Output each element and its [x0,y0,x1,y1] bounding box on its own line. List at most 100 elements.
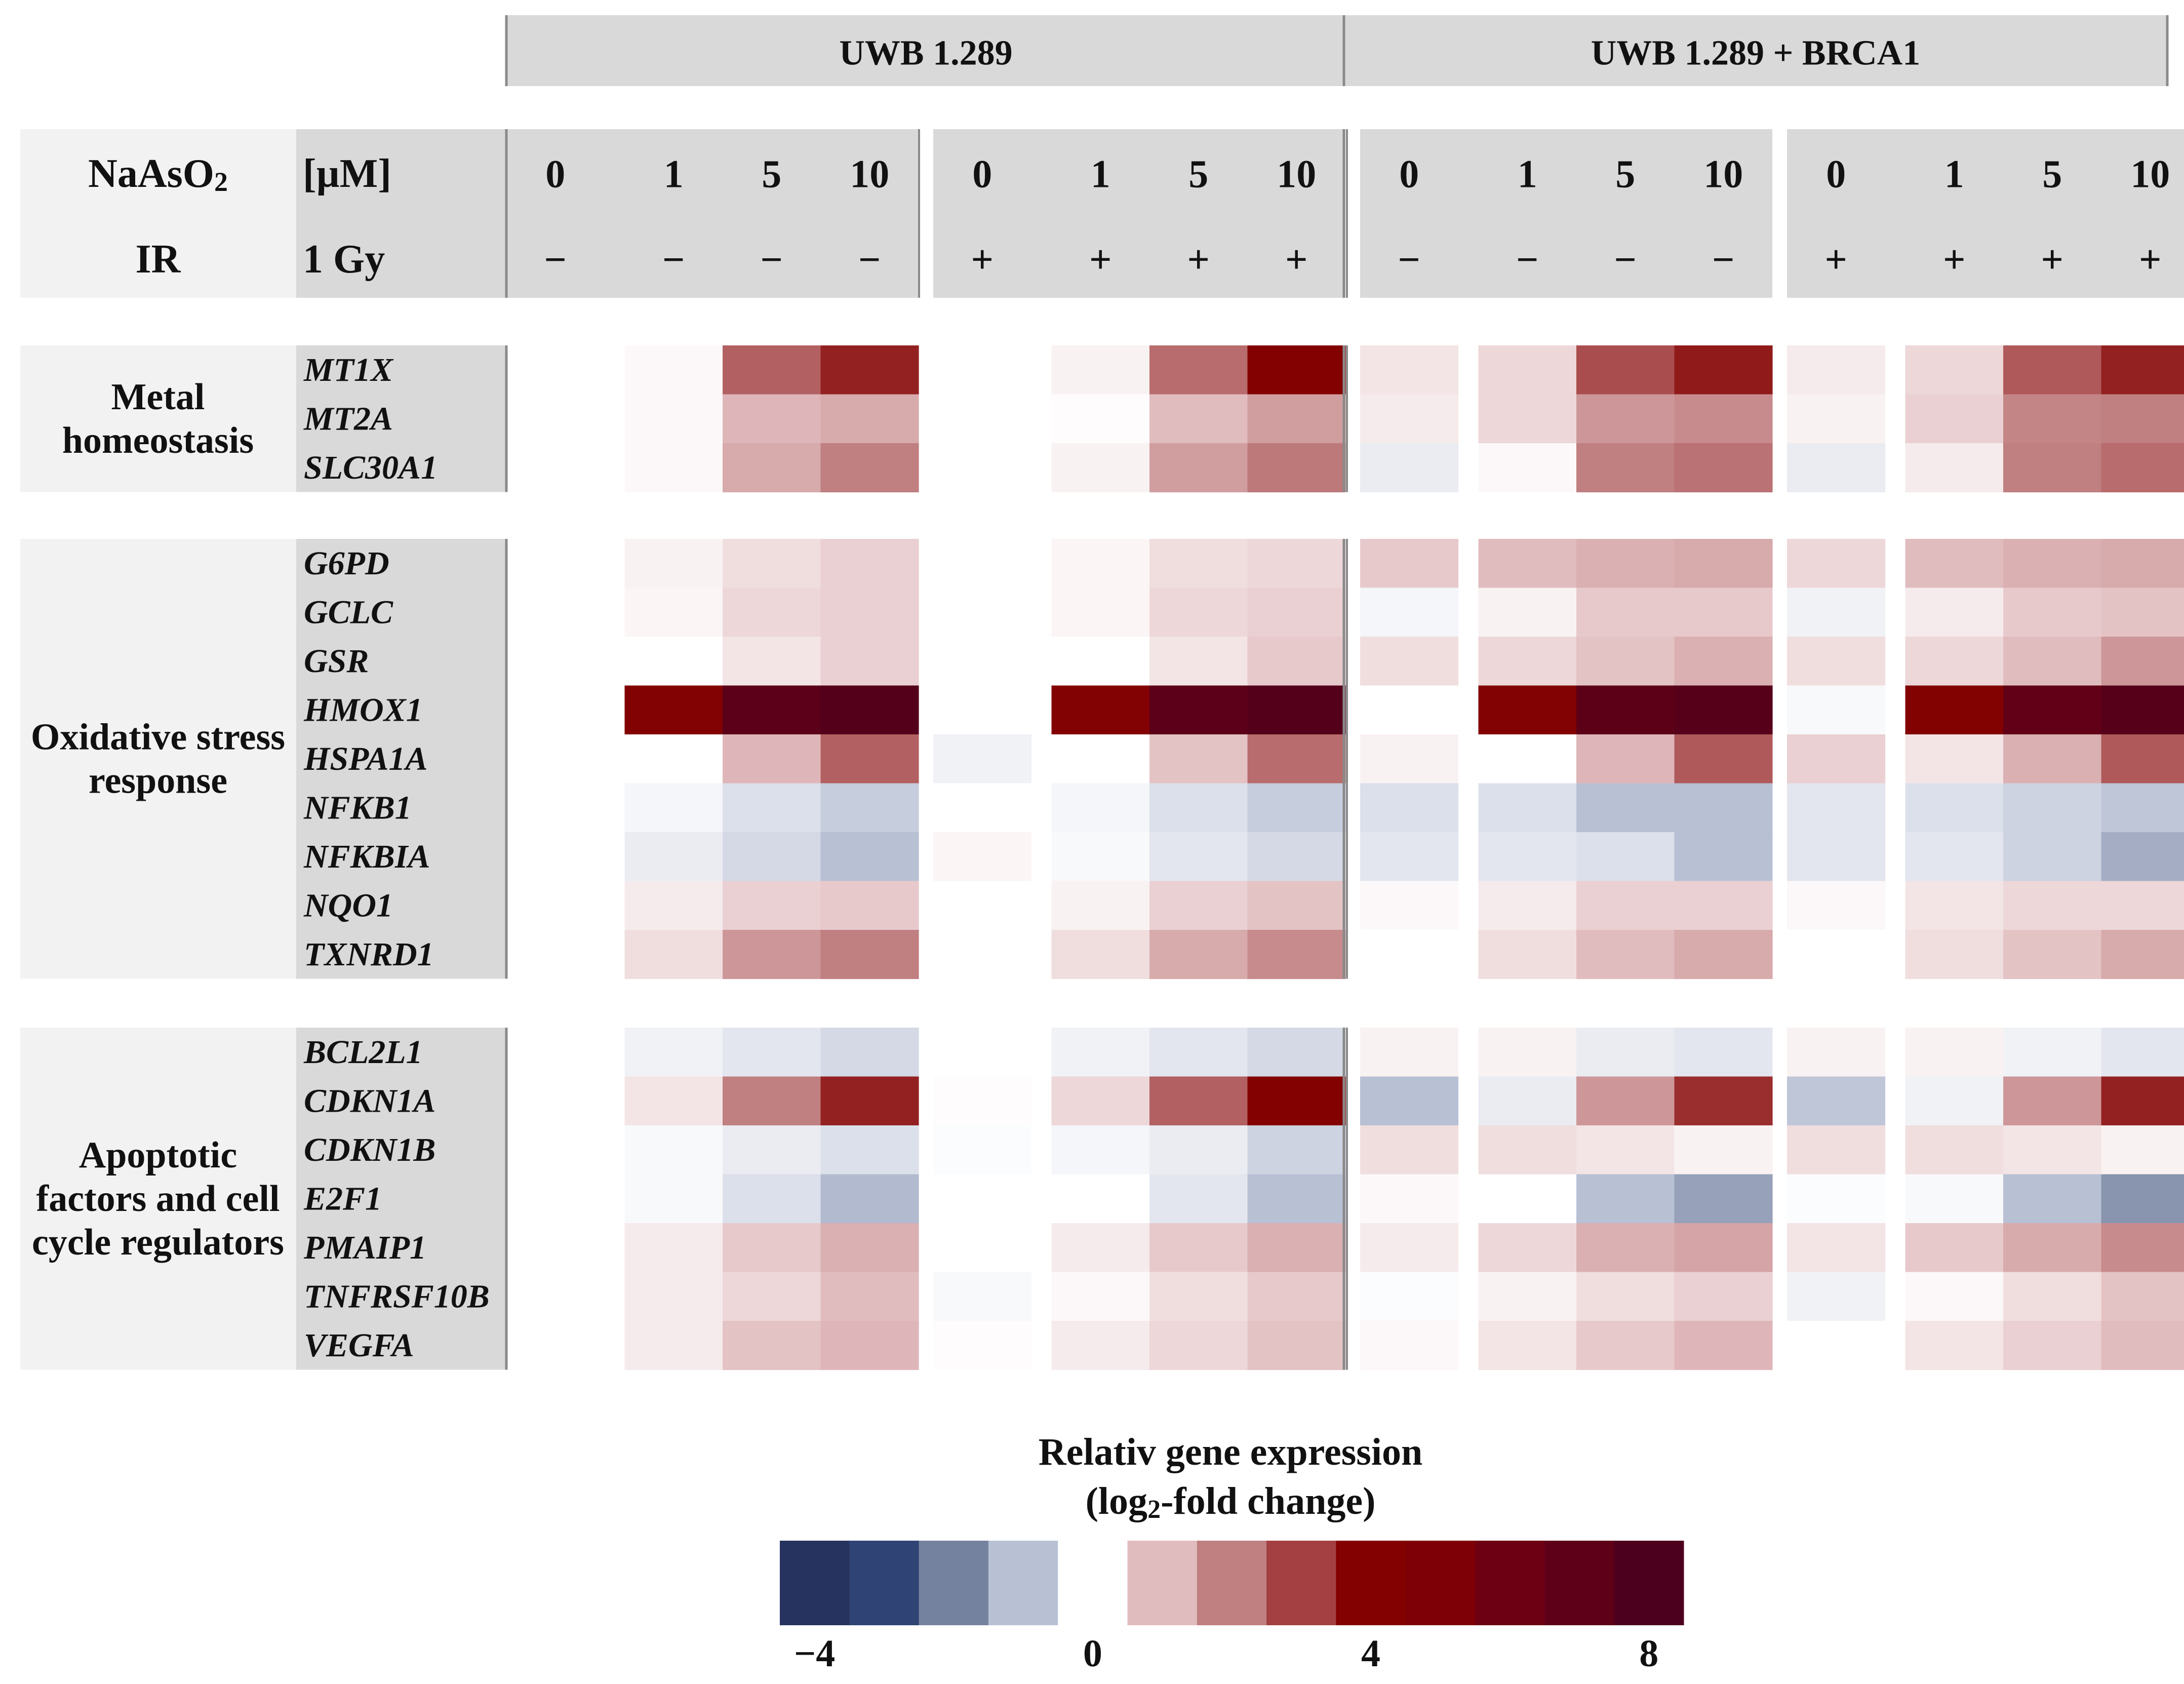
heatmap-cell [1360,1272,1459,1321]
heatmap-cell [506,1076,605,1126]
concentration-label: 10 [2130,152,2170,196]
heatmap-cell [933,588,1032,637]
gene-label: TXNRD1 [304,936,434,973]
heatmap-cell [820,1272,919,1321]
heatmap-cell [1787,345,1886,395]
concentration-label: 10 [850,152,889,196]
heatmap-cell [1674,930,1773,980]
heatmap-cell [723,930,821,980]
heatmap-cell [1149,1272,1248,1321]
heatmap-cell [1478,539,1577,589]
heatmap-cell [933,443,1032,493]
heatmap-cell [2101,1223,2184,1273]
heatmap-cell [820,881,919,930]
heatmap-cell [506,1125,605,1175]
heatmap-cell [1478,685,1577,735]
gene-label: NFKB1 [303,789,412,826]
cell-line-label: UWB 1.289 + BRCA1 [1591,34,1920,73]
colorbar-swatch [1266,1541,1336,1625]
irradiation-label: IR [136,237,181,282]
heatmap-cell [1478,637,1577,686]
heatmap-cell [1149,637,1248,686]
colorbar-swatch [1614,1541,1684,1625]
gene-label: HMOX1 [303,691,423,728]
heatmap-cell [1149,1223,1248,1273]
colorbar-tick-label: 8 [1639,1632,1658,1675]
heatmap-cell [1787,832,1886,882]
heatmap-cell [1787,1076,1886,1126]
gene-label: CDKN1B [304,1131,435,1168]
heatmap-cell [506,394,605,444]
heatmap-cell [1576,1321,1675,1370]
heatmap-cell [820,685,919,735]
heatmap-cell [723,1174,821,1224]
heatmap-cell [2101,1125,2184,1175]
colorbar-swatch [919,1541,989,1625]
gene-label: VEGFA [304,1327,414,1364]
heatmap-cell [2003,734,2102,784]
treatment-header-label-bg [20,129,296,298]
heatmap-cell [820,783,919,833]
heatmap-cell [1360,443,1459,493]
heatmap-cell [1051,1321,1150,1370]
heatmap-cell [1149,588,1248,637]
heatmap-cell [1478,394,1577,444]
heatmap-cell [820,832,919,882]
concentration-label: 5 [762,152,781,196]
gene-group-label-bg [20,345,296,492]
heatmap-cell [1674,832,1773,882]
heatmap-cell [1674,345,1773,395]
concentration-label: 1 [1944,152,1964,196]
heatmap-cell [1478,881,1577,930]
heatmap-cell [1149,394,1248,444]
heatmap-cell [1905,832,2004,882]
gene-group-name: Apoptotic [79,1134,237,1176]
heatmap-cell [933,1028,1032,1077]
heatmap-cell [820,1028,919,1077]
heatmap-cell [624,1321,723,1370]
heatmap-cell [1674,588,1773,637]
heatmap-cell [1674,394,1773,444]
heatmap-cell [506,1028,605,1077]
heatmap-cell [723,588,821,637]
heatmap-cell [1149,685,1248,735]
heatmap-cell [1051,685,1150,735]
ir-sign-label: − [1398,238,1420,282]
heatmap-cell [1360,1076,1459,1126]
gene-group-name: cycle regulators [32,1222,284,1263]
heatmap-cell [624,881,723,930]
heatmap-cell [1051,443,1150,493]
heatmap-cell [1051,930,1150,980]
heatmap-cell [2003,588,2102,637]
heatmap-cell [1478,1076,1577,1126]
heatmap-cell [1051,734,1150,784]
heatmap-cell [1247,345,1346,395]
treatment-label: NaAsO2 [88,151,228,197]
heatmap-cell [933,734,1032,784]
heatmap-cell [1905,1125,2004,1175]
heatmap-cell [1247,685,1346,735]
heatmap-cell [933,832,1032,882]
ir-sign-label: + [2041,238,2063,282]
heatmap-cell [1905,539,2004,589]
treatment-name: NaAsO [88,151,214,196]
concentration-label: 0 [545,152,565,196]
concentration-label: 0 [1826,152,1846,196]
heatmap-cell [1905,1272,2004,1321]
heatmap-cell [1905,1028,2004,1077]
concentration-label: 1 [1091,152,1110,196]
gene-label: MT2A [303,400,393,437]
heatmap-cell [1478,588,1577,637]
heatmap-cell [1905,881,2004,930]
heatmap-cell [2003,1076,2102,1126]
ir-sign-label: − [1516,238,1538,282]
concentration-label: 0 [972,152,992,196]
heatmap-cell [1149,1321,1248,1370]
gene-label: MT1X [303,351,394,388]
heatmap-cell [1576,1272,1675,1321]
heatmap-cell [506,588,605,637]
heatmap-cell [1576,539,1675,589]
heatmap-cell [1787,1223,1886,1273]
heatmap-cell [624,394,723,444]
ir-sign-label: − [1614,238,1637,282]
